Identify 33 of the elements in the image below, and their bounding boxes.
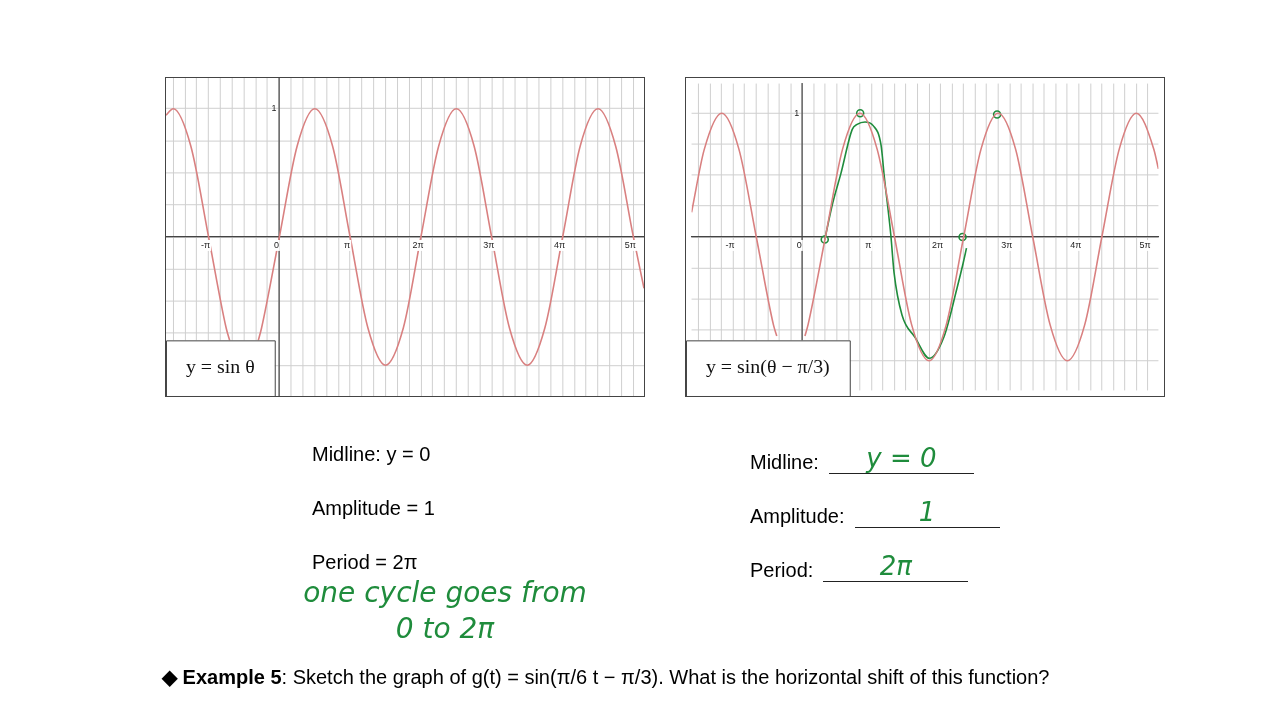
x-tick-label: 0 bbox=[796, 239, 802, 250]
text: Period: bbox=[750, 559, 814, 582]
x-tick-label: -π bbox=[200, 239, 211, 250]
x-tick-label: -π bbox=[725, 239, 735, 250]
x-tick-label: 2π bbox=[412, 239, 424, 250]
x-tick-label: 5π bbox=[1139, 239, 1151, 250]
text: y = 0 bbox=[828, 443, 974, 474]
text: y = sin(θ − π/3) bbox=[705, 355, 830, 379]
annotation: 1 bbox=[271, 103, 277, 114]
text: 2π bbox=[823, 551, 969, 582]
x-tick-label: 0 bbox=[273, 239, 279, 250]
point bbox=[958, 232, 967, 242]
point bbox=[820, 235, 830, 244]
point bbox=[992, 110, 1002, 119]
text: Midline: bbox=[750, 451, 819, 474]
x-tick-label: π bbox=[865, 239, 872, 250]
text: Amplitude: bbox=[750, 505, 845, 528]
x-tick-label: 3π bbox=[1001, 239, 1013, 250]
x-tick-label: 4π bbox=[554, 239, 566, 250]
text: ◆ Example 5: Sketch the graph of g(t) = sin(π/6 t − π/3). What is the horizontal shift of this function? bbox=[162, 666, 1050, 688]
x-tick-label: 5π bbox=[624, 239, 636, 250]
text: Midline: y = 0 bbox=[312, 443, 431, 466]
x-tick-label: π bbox=[344, 239, 351, 250]
text: Amplitude = 1 bbox=[312, 497, 435, 520]
text: 1 bbox=[854, 497, 1000, 528]
annotation: 1 bbox=[794, 107, 800, 118]
x-tick-label: 4π bbox=[1070, 239, 1082, 250]
point bbox=[855, 108, 865, 118]
x-tick-label: 3π bbox=[483, 239, 495, 250]
text: Period = 2π bbox=[312, 551, 418, 574]
text: y = sin θ bbox=[185, 355, 255, 378]
text: one cycle goes from 0 to 2π bbox=[302, 575, 588, 647]
x-tick-label: 2π bbox=[932, 239, 944, 250]
